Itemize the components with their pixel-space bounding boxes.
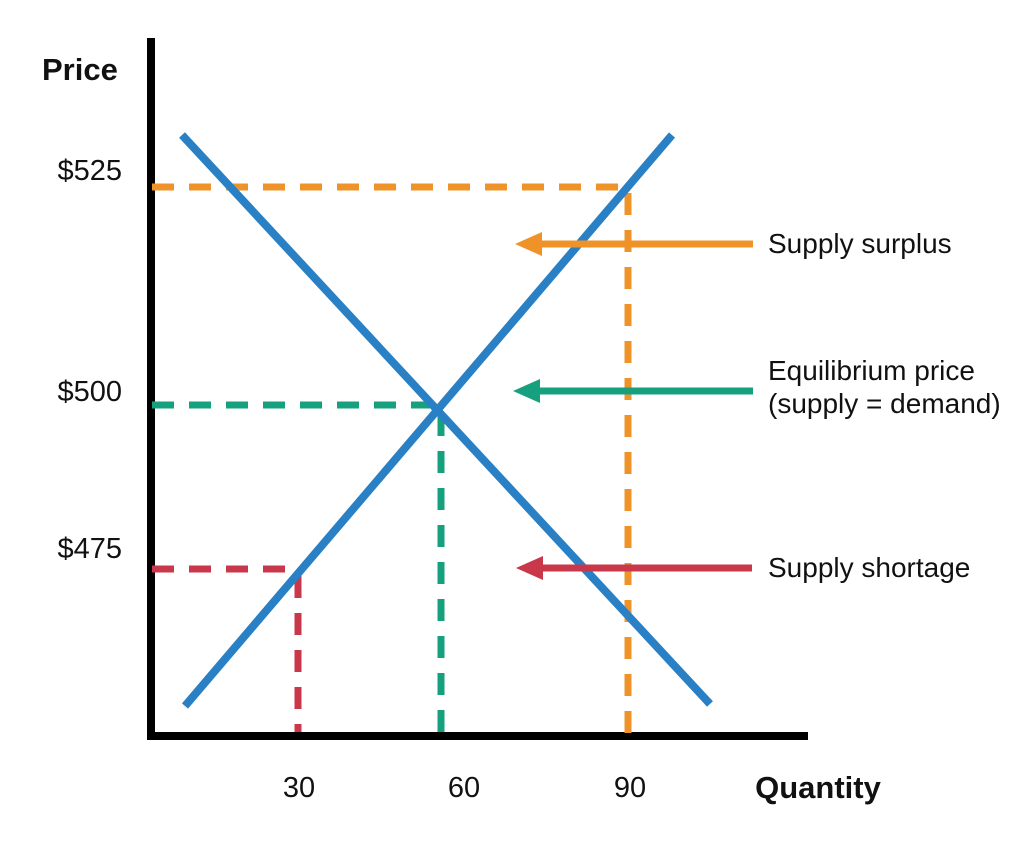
y-tick-475: $475 [57,533,122,565]
supply-surplus-arrow-head [515,232,542,256]
supply-shortage-arrow-head [516,556,543,580]
x-tick-60: 60 [447,772,481,804]
supply-shortage-label: Supply shortage [768,552,971,583]
equilibrium-label-line2: (supply = demand) [768,388,1001,419]
x-tick-30: 30 [282,772,316,804]
x-tick-90: 90 [613,772,647,804]
x-axis-title: Quantity [755,770,881,805]
y-tick-525: $525 [57,155,122,187]
equilibrium-arrow-head [513,379,540,403]
equilibrium-label: Equilibrium price (supply = demand) [768,354,1001,420]
supply-surplus-label: Supply surplus [768,228,952,259]
y-axis-title: Price [42,52,118,87]
supply-curve [181,132,676,709]
demand-curve [179,132,713,707]
equilibrium-label-line1: Equilibrium price [768,355,975,386]
y-tick-500: $500 [57,376,122,408]
